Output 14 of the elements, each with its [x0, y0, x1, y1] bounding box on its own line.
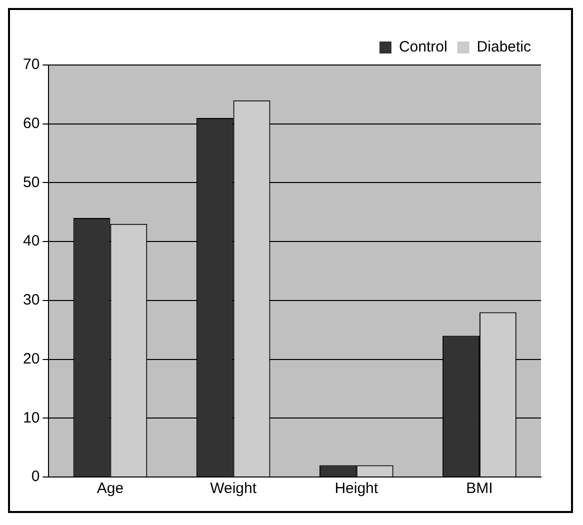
- y-tick-label: 0: [31, 468, 40, 486]
- y-tick-label: 50: [22, 174, 40, 191]
- legend-label: Diabetic: [476, 38, 532, 56]
- x-tick-label: BMI: [466, 480, 493, 498]
- y-tick-label: 10: [22, 409, 40, 426]
- y-tick-label: 70: [22, 56, 40, 74]
- x-tick-label: Height: [334, 480, 379, 498]
- x-tick-label: Age: [96, 480, 124, 498]
- y-tick-label: 40: [22, 232, 40, 250]
- y-tick-label: 20: [22, 350, 40, 368]
- y-tick-label: 60: [22, 115, 40, 132]
- y-tick-label: 30: [22, 292, 40, 309]
- x-tick-label: Weight: [210, 480, 258, 498]
- legend-label: Control: [398, 38, 448, 56]
